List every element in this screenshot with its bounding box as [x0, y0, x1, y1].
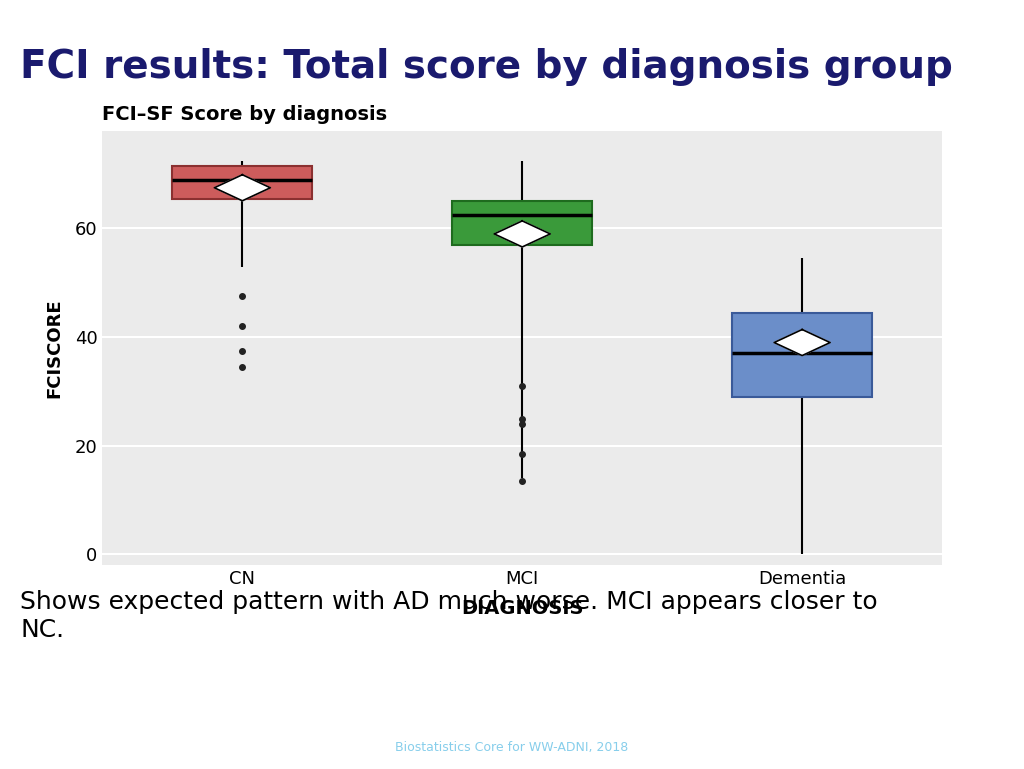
Text: FCI results: Total score by diagnosis group: FCI results: Total score by diagnosis gr… — [20, 48, 953, 86]
Y-axis label: FCISCORE: FCISCORE — [46, 298, 63, 398]
Polygon shape — [774, 329, 830, 355]
Bar — [732, 313, 872, 397]
X-axis label: DIAGNOSIS: DIAGNOSIS — [461, 599, 584, 618]
Bar — [453, 201, 592, 245]
Polygon shape — [495, 221, 550, 247]
Text: FCI–SF Score by diagnosis: FCI–SF Score by diagnosis — [102, 105, 387, 124]
Polygon shape — [214, 175, 270, 201]
Text: Biostatistics Core for WW-ADNI, 2018: Biostatistics Core for WW-ADNI, 2018 — [395, 741, 629, 754]
Text: Shows expected pattern with AD much worse. MCI appears closer to
NC.: Shows expected pattern with AD much wors… — [20, 591, 879, 642]
Text: 20 July 2018     6 / 22: 20 July 2018 6 / 22 — [880, 741, 1014, 754]
Text: ADNI Biostatistics Core: ADNI Biostatistics Core — [10, 741, 172, 754]
Bar — [172, 166, 312, 198]
